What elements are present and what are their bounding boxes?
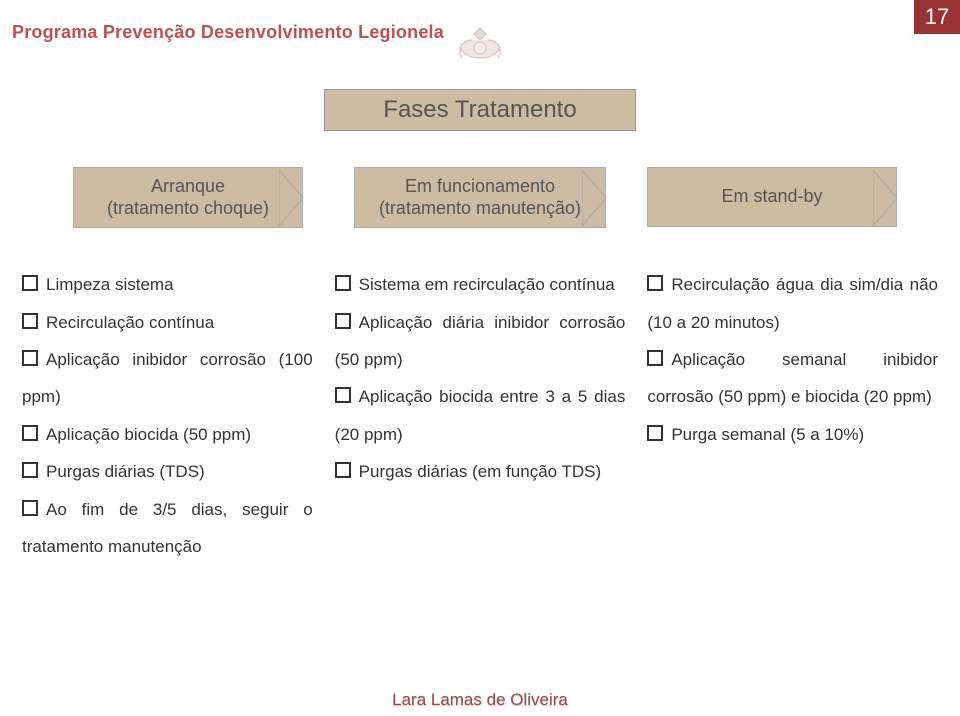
checkbox-bullet-icon <box>22 313 38 329</box>
checkbox-bullet-icon <box>335 387 351 403</box>
list-item: Aplicação biocida (50 ppm) <box>22 416 313 453</box>
checkbox-bullet-icon <box>22 350 38 366</box>
list-item-text: Aplicação biocida entre 3 a 5 dias (20 p… <box>335 387 626 443</box>
phase-tab-3: Em stand-by <box>626 167 918 228</box>
list-item-text: Purgas diárias (em função TDS) <box>359 462 602 481</box>
phase-tabs-row: Arranque (tratamento choque) Em funciona… <box>42 167 918 228</box>
list-item: Limpeza sistema <box>22 266 313 303</box>
header-crest-icon <box>450 22 510 75</box>
content-columns: Limpeza sistema Recirculação contínua Apli… <box>22 266 938 565</box>
phase-tab-1: Arranque (tratamento choque) <box>42 167 334 228</box>
checkbox-bullet-icon <box>335 313 351 329</box>
checkbox-bullet-icon <box>335 275 351 291</box>
list-item-text: Ao fim de 3/5 dias, seguir o tratamento … <box>22 500 313 556</box>
list-item-text: Sistema em recirculação contínua <box>359 275 615 294</box>
list-item: Aplicação biocida entre 3 a 5 dias (20 p… <box>335 378 626 453</box>
section-title-band: Fases Tratamento <box>324 89 636 131</box>
tab1-arrow-icon <box>279 170 307 226</box>
column-standby: Recirculação água dia sim/dia não (10 a … <box>647 266 938 565</box>
list-item-text: Recirculação contínua <box>46 313 214 332</box>
checkbox-bullet-icon <box>647 350 663 366</box>
footer-author: Lara Lamas de Oliveira <box>392 690 568 710</box>
checkbox-bullet-icon <box>22 425 38 441</box>
checkbox-bullet-icon <box>335 462 351 478</box>
tab2-arrow-icon <box>582 170 610 226</box>
list-item-text: Purgas diárias (TDS) <box>46 462 205 481</box>
checkbox-bullet-icon <box>22 275 38 291</box>
page-number-badge: 17 <box>914 0 960 34</box>
list-item: Ao fim de 3/5 dias, seguir o tratamento … <box>22 491 313 566</box>
list-item: Aplicação semanal inibidor corrosão (50 … <box>647 341 938 416</box>
list-item-text: Aplicação inibidor corrosão (100 ppm) <box>22 350 313 406</box>
list-item: Aplicação diária inibidor corrosão (50 p… <box>335 304 626 379</box>
list-item: Recirculação contínua <box>22 304 313 341</box>
tab2-line1: Em funcionamento <box>379 176 581 198</box>
tab2-line2: (tratamento manutenção) <box>379 198 581 220</box>
list-item: Sistema em recirculação contínua <box>335 266 626 303</box>
tab1-line2: (tratamento choque) <box>98 198 278 220</box>
phase-tab-2: Em funcionamento (tratamento manutenção) <box>334 167 626 228</box>
list-item-text: Limpeza sistema <box>46 275 174 294</box>
checkbox-bullet-icon <box>22 462 38 478</box>
list-item: Purga semanal (5 a 10%) <box>647 416 938 453</box>
list-item-text: Aplicação semanal inibidor corrosão (50 … <box>647 350 938 406</box>
checkbox-bullet-icon <box>647 275 663 291</box>
list-item: Purgas diárias (em função TDS) <box>335 453 626 490</box>
tab1-line1: Arranque <box>98 176 278 198</box>
list-item-text: Purga semanal (5 a 10%) <box>671 425 864 444</box>
tab3-arrow-icon <box>873 170 901 226</box>
column-funcionamento: Sistema em recirculação contínua Aplicaçã… <box>335 266 626 565</box>
tab3-line1: Em stand-by <box>682 186 862 208</box>
checkbox-bullet-icon <box>647 425 663 441</box>
checkbox-bullet-icon <box>22 500 38 516</box>
list-item-text: Aplicação diária inibidor corrosão (50 p… <box>335 313 626 369</box>
list-item: Recirculação água dia sim/dia não (10 a … <box>647 266 938 341</box>
list-item-text: Recirculação água dia sim/dia não (10 a … <box>647 275 938 331</box>
list-item: Aplicação inibidor corrosão (100 ppm) <box>22 341 313 416</box>
list-item-text: Aplicação biocida (50 ppm) <box>46 425 251 444</box>
column-arranque: Limpeza sistema Recirculação contínua Apli… <box>22 266 313 565</box>
list-item: Purgas diárias (TDS) <box>22 453 313 490</box>
